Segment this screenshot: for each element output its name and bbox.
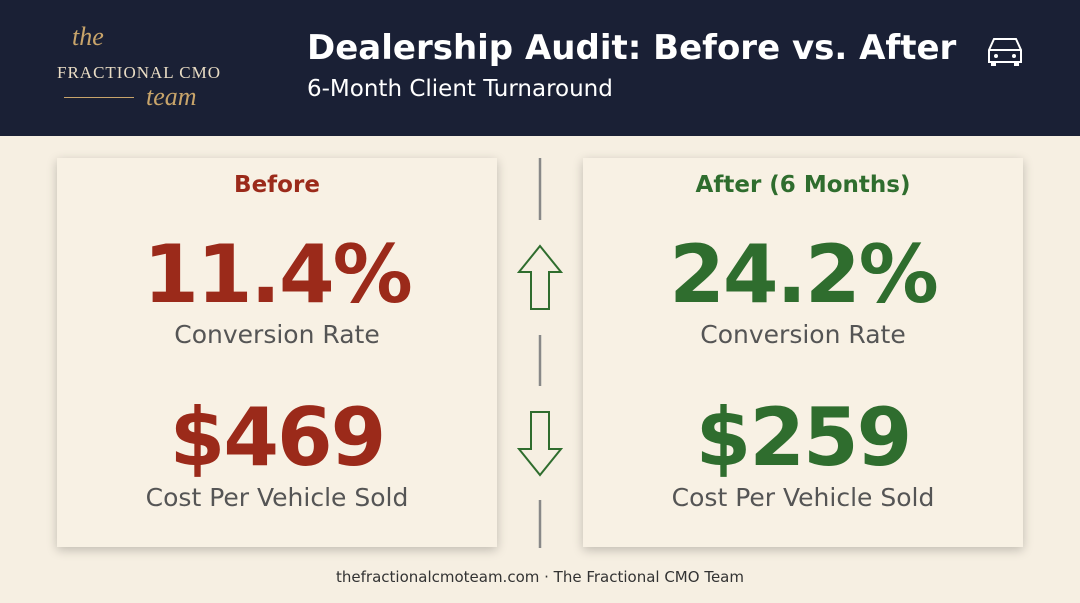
divider <box>516 158 564 548</box>
before-card: Before 11.4% Conversion Rate $469 Cost P… <box>57 158 497 547</box>
metric-label: Conversion Rate <box>174 320 380 349</box>
logo-rule <box>64 97 134 98</box>
header: the FRACTIONAL CMO team Dealership Audit… <box>0 0 1080 136</box>
metric-label: Cost Per Vehicle Sold <box>671 483 935 512</box>
card-heading: Before <box>234 172 320 198</box>
metric-value: $469 <box>169 391 387 484</box>
subtitle: 6-Month Client Turnaround <box>307 76 613 102</box>
title: Dealership Audit: Before vs. After <box>307 28 957 68</box>
after-card: After (6 Months) 24.2% Conversion Rate $… <box>583 158 1023 547</box>
logo-top: the <box>72 22 104 51</box>
metric-label: Cost Per Vehicle Sold <box>145 483 409 512</box>
logo-bottom: team <box>146 82 197 111</box>
logo-main: FRACTIONAL CMO <box>57 63 222 82</box>
metric-value: 24.2% <box>669 228 939 321</box>
metric-value: $259 <box>695 391 913 484</box>
footer: thefractionalcmoteam.com · The Fractiona… <box>336 568 744 586</box>
metric-value: 11.4% <box>143 228 413 321</box>
card-heading: After (6 Months) <box>695 172 911 198</box>
car-icon <box>988 38 1022 66</box>
metric-label: Conversion Rate <box>700 320 906 349</box>
